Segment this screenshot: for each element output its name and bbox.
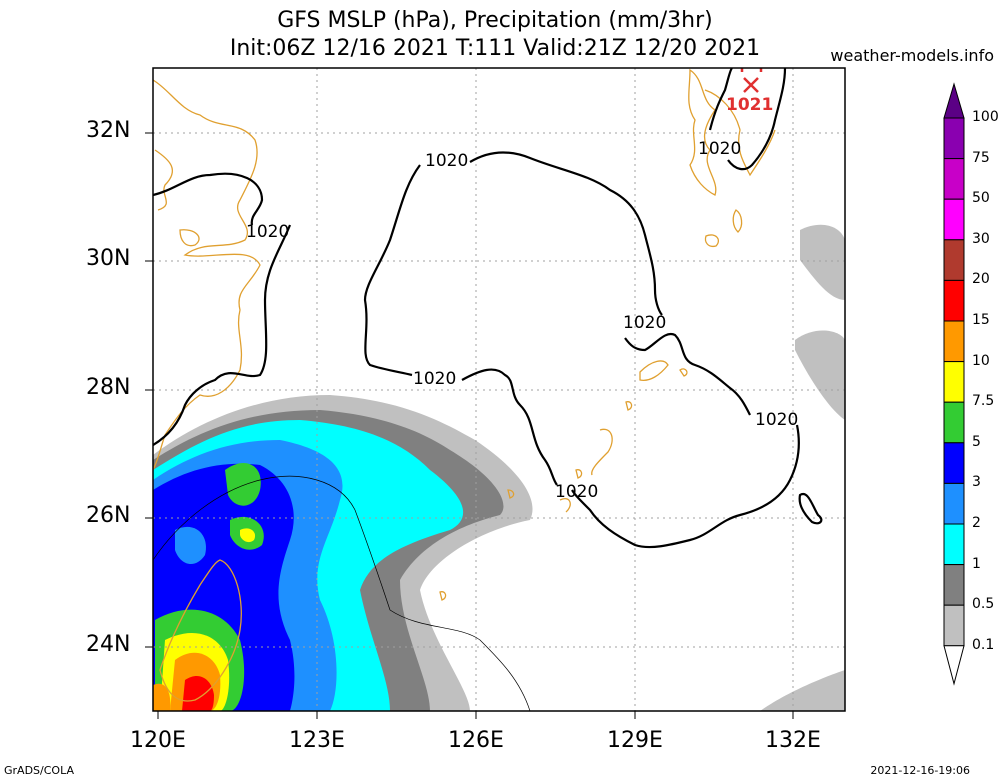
legend-cap-top bbox=[943, 82, 965, 119]
precip-0.1-east bbox=[800, 224, 845, 300]
isobar-label: 1020 bbox=[555, 482, 598, 502]
legend-swatch bbox=[943, 523, 965, 566]
legend-swatch bbox=[943, 442, 965, 484]
precip-legend-bar bbox=[943, 82, 965, 686]
lon-label-129e: 129E bbox=[607, 728, 663, 753]
legend-label: 50 bbox=[972, 190, 990, 207]
isobar-label: 1020 bbox=[425, 151, 468, 171]
legend-label: 5 bbox=[972, 433, 981, 450]
legend-label: 30 bbox=[972, 230, 990, 247]
high-pressure-marker bbox=[740, 68, 763, 93]
high-label: 1021 bbox=[726, 95, 773, 115]
grads-credit: GrADS/COLA bbox=[4, 764, 74, 777]
legend-swatch bbox=[943, 482, 965, 525]
legend-label: 75 bbox=[972, 149, 990, 166]
legend-swatch bbox=[943, 279, 965, 322]
legend-label: 0.5 bbox=[972, 596, 995, 613]
boundary-line bbox=[153, 475, 531, 711]
lat-label-24n: 24N bbox=[86, 632, 131, 657]
precip-15b bbox=[153, 683, 171, 711]
legend-swatch bbox=[943, 401, 965, 444]
lon-label-132e: 132E bbox=[765, 728, 821, 753]
legend-swatch bbox=[943, 198, 965, 241]
map-title-line2: Init:06Z 12/16 2021 T:111 Valid:21Z 12/2… bbox=[229, 36, 761, 61]
isobar-label: 1020 bbox=[623, 313, 666, 333]
legend-swatch bbox=[943, 117, 965, 160]
legend-label: 3 bbox=[972, 474, 981, 491]
isobar-label: 1020 bbox=[698, 139, 741, 159]
lon-label-123e: 123E bbox=[289, 728, 345, 753]
site-credit: weather-models.info bbox=[830, 46, 994, 65]
isobar-label: 1020 bbox=[413, 369, 456, 389]
lat-label-30n: 30N bbox=[86, 246, 131, 271]
timestamp: 2021-12-16-19:06 bbox=[870, 764, 970, 777]
map-title-line1: GFS MSLP (hPa), Precipitation (mm/3hr) bbox=[277, 8, 713, 33]
legend-label: 10 bbox=[972, 352, 990, 369]
precip-0.1-east2 bbox=[795, 330, 845, 420]
legend-label: 20 bbox=[972, 271, 990, 288]
legend-swatch bbox=[943, 604, 965, 647]
lat-label-26n: 26N bbox=[86, 503, 131, 528]
legend-label: 7.5 bbox=[972, 393, 995, 410]
legend-cap-bottom bbox=[943, 645, 965, 686]
map-area bbox=[153, 68, 845, 711]
legend-swatch bbox=[943, 564, 965, 606]
legend-label: 1 bbox=[972, 555, 981, 572]
legend-swatch bbox=[943, 239, 965, 281]
legend-swatch bbox=[943, 361, 965, 403]
lon-label-126e: 126E bbox=[448, 728, 504, 753]
isobar-label: 1020 bbox=[246, 222, 289, 242]
precip-7.5 bbox=[240, 528, 256, 543]
coastline bbox=[153, 68, 776, 702]
isobar-1020 bbox=[153, 68, 823, 549]
legend-label: 0.1 bbox=[972, 636, 995, 653]
legend-label: 2 bbox=[972, 515, 981, 531]
isobar-label: 1020 bbox=[755, 410, 798, 430]
precip-5 bbox=[225, 462, 261, 506]
legend-label: 15 bbox=[972, 312, 990, 328]
precip-3b bbox=[175, 526, 206, 565]
precip-15 bbox=[182, 675, 214, 711]
lat-label-28n: 28N bbox=[86, 375, 131, 400]
precip-0.1-se bbox=[760, 670, 845, 711]
legend-swatch bbox=[943, 158, 965, 200]
axis-ticks bbox=[145, 132, 794, 719]
lon-label-120e: 120E bbox=[130, 728, 186, 753]
lat-label-32n: 32N bbox=[86, 118, 131, 143]
legend-label: 100 bbox=[972, 109, 999, 125]
legend-swatch bbox=[943, 320, 965, 363]
